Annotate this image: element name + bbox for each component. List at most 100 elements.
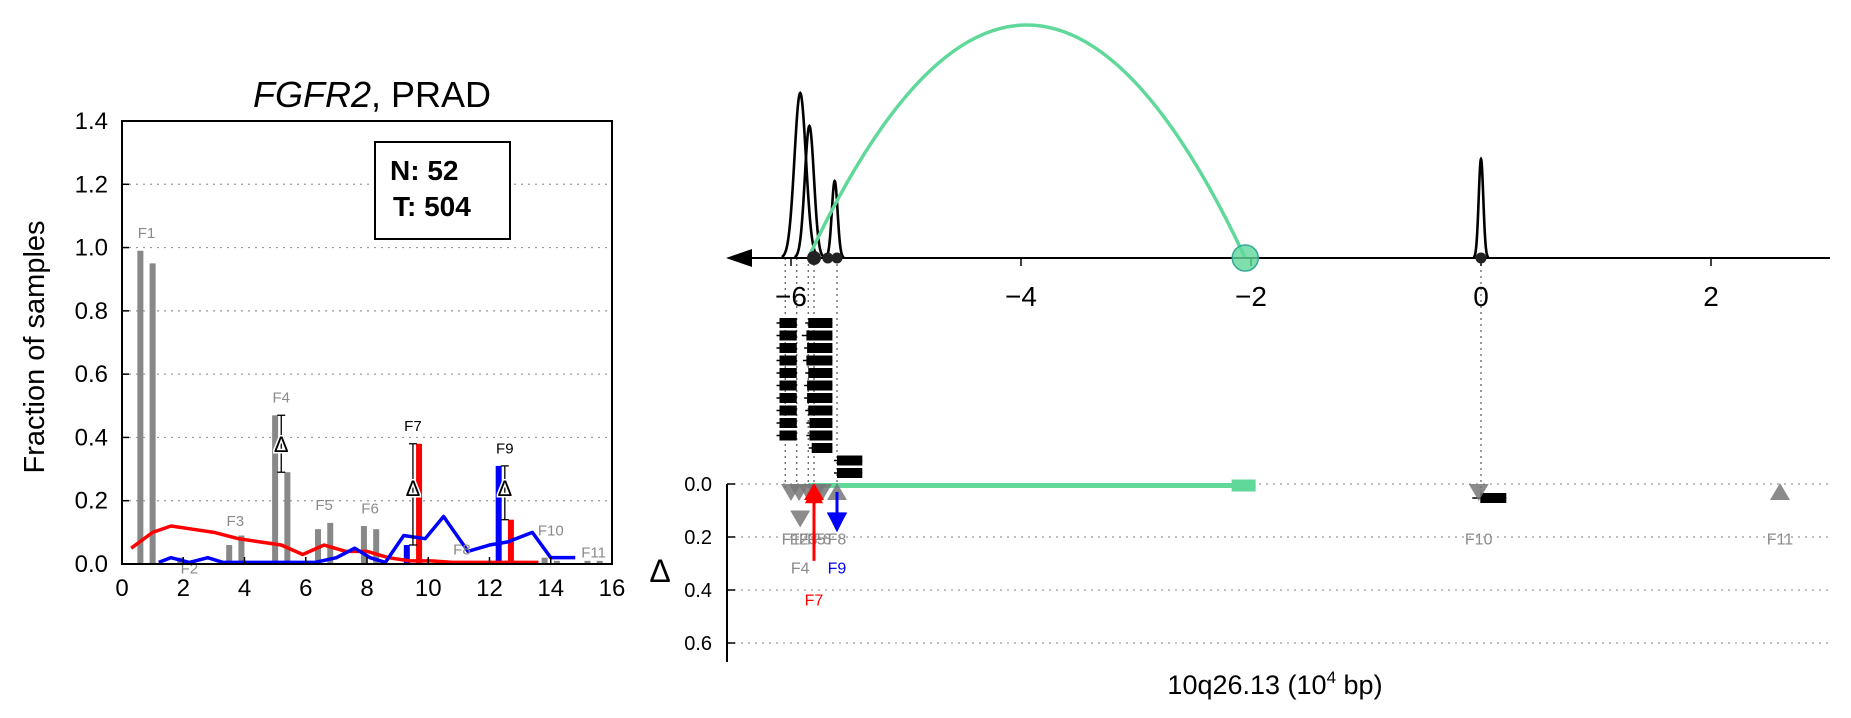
delta-tick-label: 0.2	[684, 527, 712, 549]
transcript-exon	[779, 355, 797, 366]
x-tick-label: 0	[1473, 281, 1489, 312]
bar	[495, 465, 502, 564]
y-tick-label: 1.4	[75, 108, 108, 135]
chart-title-rest: , PRAD	[371, 74, 491, 115]
delta-tick-label: 0.0	[684, 474, 712, 496]
delta-feature-label: F5	[807, 531, 826, 548]
splice-junction-arc	[806, 23, 1247, 259]
red-arrow-head	[805, 485, 823, 504]
delta-feature-label: F4	[791, 561, 810, 578]
plot-frame	[121, 120, 613, 565]
transcript-exon	[807, 343, 833, 353]
transcript-exon	[837, 455, 863, 466]
bar	[226, 545, 233, 564]
transcript-exon	[807, 393, 833, 403]
x-tick-label: 14	[537, 575, 564, 602]
x-tick-label: −4	[1005, 281, 1037, 312]
bar	[584, 560, 591, 564]
x-tick-label: 2	[1703, 281, 1719, 312]
delta-triangle	[1468, 483, 1489, 501]
delta-axis-label: Δ	[649, 553, 670, 589]
x-tick-label: 4	[238, 575, 251, 602]
feature-label: F10	[538, 523, 564, 540]
coverage-peak	[824, 179, 845, 259]
junction-dot	[1475, 252, 1487, 264]
x-tick-label: 12	[476, 575, 503, 602]
bar	[272, 415, 279, 564]
junction-dot	[831, 252, 843, 264]
bar	[596, 560, 603, 564]
transcript-exon	[779, 430, 797, 441]
transcript-exon	[779, 318, 797, 328]
delta-feature-label: F6	[813, 531, 832, 548]
delta-marker: Δ	[497, 476, 512, 501]
delta-marker: Δ	[274, 432, 289, 457]
delta-tick-label: 0.6	[684, 633, 712, 655]
delta-feature-label: F11	[1767, 531, 1793, 548]
bar	[553, 560, 560, 564]
delta-feature-label: F7	[805, 592, 824, 609]
x-tick-label: 10	[415, 575, 442, 602]
legend-t: T: 504	[393, 191, 471, 222]
chart-title-gene: FGFR2	[253, 74, 371, 115]
strand-arrow	[726, 249, 752, 267]
transcript-exon	[779, 380, 797, 391]
transcript-exon	[806, 355, 833, 366]
y-tick-label: 0.2	[75, 488, 108, 515]
bar	[149, 263, 156, 564]
blue-arrow-head	[827, 512, 847, 533]
feature-label: F11	[581, 545, 606, 562]
transcript-exon	[808, 318, 833, 328]
y-tick-label: 1.0	[75, 235, 108, 262]
bar	[360, 526, 367, 564]
transcript-exon	[808, 368, 833, 378]
junction-dot	[822, 252, 834, 264]
junction-dot	[807, 251, 821, 265]
delta-feature-label: F1	[782, 531, 801, 548]
x-tick-label: −2	[1235, 281, 1267, 312]
delta-feature-label: F10	[1465, 531, 1493, 548]
transcript-exon	[837, 468, 863, 478]
x-tick-label: 6	[299, 575, 312, 602]
blue-series-line	[158, 514, 576, 565]
coverage-peak	[793, 124, 825, 259]
bar	[403, 545, 410, 564]
legend-box: N: 52 T: 504	[374, 141, 511, 240]
delta-triangle	[790, 510, 811, 528]
transcript-exon	[779, 330, 797, 341]
feature-label: F5	[315, 497, 333, 514]
delta-marker: Δ	[406, 476, 421, 501]
transcript-exon	[809, 430, 833, 441]
chart-title: FGFR2, PRAD	[253, 74, 491, 115]
y-tick-label: 0.6	[75, 361, 108, 388]
delta-triangle	[827, 482, 847, 500]
x-tick-label: 8	[360, 575, 373, 602]
feature-label: F3	[227, 513, 245, 530]
x-tick-label: 0	[115, 575, 128, 602]
bar	[327, 522, 334, 564]
bar	[137, 250, 144, 564]
transcript-exon	[806, 330, 833, 341]
delta-triangle	[1770, 482, 1790, 500]
y-tick-label: 1.2	[75, 171, 108, 198]
delta-feature-label: F2	[790, 531, 809, 548]
feature-label: F1	[138, 225, 156, 242]
transcript-exon	[779, 343, 797, 353]
bar	[416, 443, 423, 564]
transcript-exon	[779, 418, 797, 428]
transcript-exon	[779, 405, 797, 416]
delta-tick-label: 0.4	[684, 580, 712, 602]
bar	[238, 535, 245, 564]
feature-label: F9	[496, 440, 514, 457]
feature-label: F8	[453, 542, 471, 559]
legend-n: N: 52	[390, 155, 458, 186]
feature-label: F7	[404, 418, 422, 435]
y-tick-label: 0.4	[75, 424, 108, 451]
transcript-exon	[808, 405, 833, 416]
transcript-exon	[1480, 493, 1507, 503]
transcript-exon	[809, 418, 833, 428]
bar	[373, 529, 380, 564]
feature-label: F6	[361, 500, 379, 517]
left-bar-chart: FGFR2, PRAD Fraction of samples ΔΔ Δ F1F2…	[19, 74, 625, 602]
